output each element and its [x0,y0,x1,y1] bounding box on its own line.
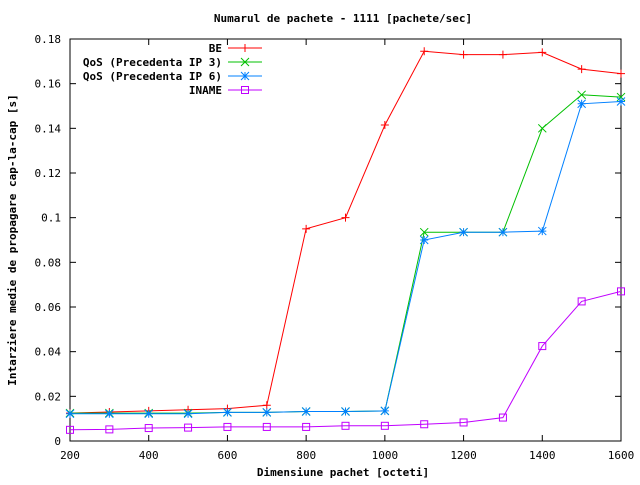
data-point [183,409,193,419]
data-point [341,421,350,430]
x-tick-label: 1200 [450,449,477,462]
data-point [302,422,311,431]
x-tick-label: 400 [139,449,159,462]
data-point [262,422,271,431]
legend-marker [241,86,249,94]
data-point [617,287,625,296]
data-point [262,401,271,410]
legend-label: INAME [189,84,222,97]
data-point [419,227,429,237]
y-tick-label: 0.04 [35,346,62,359]
data-point [459,50,468,59]
data-point [341,407,350,416]
data-point [459,227,468,237]
data-point [577,65,586,74]
series-3 [65,97,626,419]
data-point [105,425,114,434]
x-tick-label: 200 [60,449,80,462]
data-point [105,409,114,419]
data-point [538,342,547,351]
data-point [538,48,547,57]
data-point [420,47,429,56]
x-tick-label: 1000 [372,449,399,462]
legend-label: BE [209,42,222,55]
y-axis-label: Intarziere medie de propagare cap-la-cap… [6,94,19,385]
legend-marker [240,71,250,81]
y-tick-label: 0.02 [35,390,62,403]
data-point [459,418,468,427]
data-point [223,408,232,417]
y-tick-label: 0.1 [41,212,61,225]
legend-label: QoS (Precedenta IP 3) [83,56,222,69]
data-point [66,425,74,434]
data-point [223,422,232,431]
legend-label: QoS (Precedenta IP 6) [83,70,222,83]
y-tick-label: 0.06 [35,301,62,314]
plot-area-border [69,38,622,442]
data-point [420,420,429,429]
series-line [69,290,622,431]
data-point [498,413,507,422]
data-point [262,408,272,417]
x-tick-label: 600 [217,449,237,462]
legend-marker [241,44,249,52]
y-tick-label: 0.14 [35,122,62,135]
x-axis-label: Dimensiune pachet [octeti] [257,466,429,479]
data-point [301,407,311,416]
data-point [577,99,586,109]
y-tick-label: 0.16 [35,78,62,91]
data-point [498,227,508,237]
data-point [380,406,390,416]
data-point [577,90,586,100]
data-point [380,120,389,129]
data-point [341,213,350,222]
data-point [537,123,547,133]
y-tick-label: 0.18 [35,33,62,46]
data-point [616,92,626,102]
y-tick-label: 0.08 [35,256,62,269]
data-point [302,224,311,233]
data-point [144,409,154,419]
y-tick-label: 0 [54,435,61,448]
data-point [380,421,389,430]
x-tick-label: 1400 [529,449,556,462]
data-point [419,235,429,245]
x-tick-label: 1600 [608,449,635,462]
legend-marker [240,57,250,67]
series-4 [66,287,625,434]
data-point [65,409,75,419]
data-point [577,297,586,306]
data-point [498,50,507,59]
data-point [184,423,193,432]
x-tick-label: 800 [296,449,316,462]
data-point [616,97,626,106]
chart-title: Numarul de pachete - 1111 [pachete/sec] [214,12,472,25]
data-point [537,226,547,236]
data-point [617,69,625,78]
data-point [144,424,153,433]
y-tick-label: 0.12 [35,167,62,180]
